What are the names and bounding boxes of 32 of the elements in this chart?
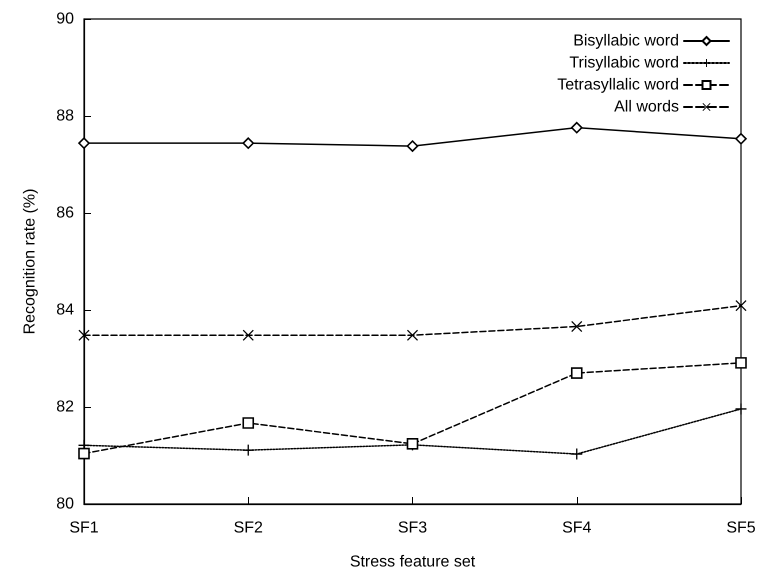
point <box>571 320 582 332</box>
legend-label: Bisyllabic word <box>573 32 679 50</box>
point <box>735 132 747 145</box>
y-tick-label: 80 <box>56 496 74 512</box>
point <box>570 122 583 134</box>
point <box>570 367 583 379</box>
y-tick-label: 84 <box>56 302 74 318</box>
x-axis-title: Stress feature set <box>350 554 476 570</box>
y-tick-label: 82 <box>56 398 74 416</box>
point <box>78 137 90 149</box>
y-tick-label: 86 <box>56 204 74 222</box>
x-tick-label: SF2 <box>234 520 264 536</box>
x-tick-label: SF4 <box>562 520 592 536</box>
legend-label: All words <box>614 98 679 116</box>
point <box>242 444 254 456</box>
point <box>78 330 90 341</box>
legend-label: Tetrasyllalic word <box>557 76 679 94</box>
y-axis-title: Recognition rate (%) <box>22 188 38 334</box>
point <box>242 137 254 149</box>
point <box>242 417 254 429</box>
point <box>736 300 746 312</box>
point <box>406 140 418 152</box>
point <box>735 357 747 369</box>
point <box>407 330 418 341</box>
y-tick-label: 90 <box>56 10 74 28</box>
x-tick-label: SF3 <box>398 520 428 536</box>
point <box>571 448 582 460</box>
point <box>78 448 90 460</box>
y-tick-label: 88 <box>56 108 74 124</box>
x-tick-label: SF5 <box>726 520 756 536</box>
x-tick-label: SF1 <box>69 520 99 536</box>
legend-label: Trisyllabic word <box>569 54 679 72</box>
